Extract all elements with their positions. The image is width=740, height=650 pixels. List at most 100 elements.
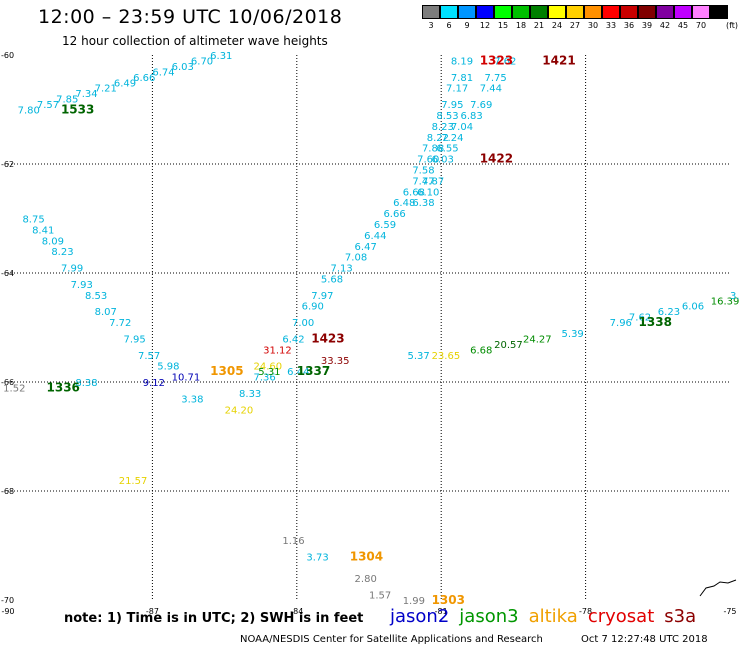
wave-height-label: 7.21 (95, 84, 117, 95)
wave-height-label: 7.00 (292, 318, 314, 329)
wave-height-label: 1.99 (403, 596, 425, 607)
scale-swatch (512, 5, 530, 19)
latitude-tick-label: -68 (1, 487, 14, 496)
wave-height-label: 8.53 (436, 111, 458, 122)
scale-label: 15 (497, 21, 509, 30)
latitude-tick-label: -60 (1, 51, 14, 60)
wave-height-label: 7.62 (494, 56, 516, 67)
scale-label: 45 (677, 21, 689, 30)
wave-height-label: 6.49 (114, 78, 136, 89)
wave-height-label: 6.44 (287, 367, 309, 378)
pass-time-label: 1305 (210, 364, 243, 378)
wave-height-label: 7.47 (412, 176, 434, 187)
wave-height-label: 3.33 (730, 291, 740, 302)
latitude-tick-label: -70 (1, 596, 14, 605)
wave-height-label: 6.06 (682, 302, 704, 313)
longitude-tick-label: -81 (435, 607, 448, 616)
wave-height-label: 6.55 (436, 144, 458, 155)
wave-height-label: 8.75 (22, 215, 44, 226)
wave-height-label: 8.22 (427, 133, 449, 144)
longitude-tick-label: -87 (146, 607, 159, 616)
wave-height-label: 5.98 (157, 362, 179, 373)
longitude-tick-label: -90 (1, 607, 14, 616)
pass-time-label: 1533 (61, 103, 94, 117)
pass-time-label: 1422 (480, 152, 513, 166)
wave-height-label: 7.60 (417, 155, 439, 166)
wave-height-label: 10.71 (172, 373, 201, 384)
wave-height-label: 8.33 (239, 389, 261, 400)
pass-time-label: 1421 (542, 53, 575, 67)
scale-label: 70 (695, 21, 707, 30)
wave-height-label: 6.83 (460, 111, 482, 122)
scale-swatch (710, 5, 728, 19)
wave-height-label: 7.57 (37, 100, 59, 111)
pass-time-label: 1423 (311, 331, 344, 345)
scale-label: 30 (587, 21, 599, 30)
scale-label: 21 (533, 21, 545, 30)
scale-label: 42 (659, 21, 671, 30)
wave-height-label: 23.65 (432, 351, 461, 362)
wave-height-label: 6.48 (393, 198, 415, 209)
wave-height-label: 8.38 (75, 378, 97, 389)
wave-height-label: 7.36 (253, 373, 275, 384)
wave-height-label: 7.95 (124, 334, 146, 345)
scale-unit-label: (ft) (726, 21, 739, 30)
wave-height-label: 7.62 (629, 313, 651, 324)
scale-swatch (458, 5, 476, 19)
scale-label: 12 (479, 21, 491, 30)
wave-height-label: 2.80 (355, 574, 377, 585)
satellite-legend-jason3: jason3 (459, 606, 519, 627)
wave-height-label: 7.04 (451, 122, 473, 133)
pass-time-label: 1338 (639, 315, 672, 329)
wave-height-label: 7.44 (480, 84, 502, 95)
wave-height-label: 7.96 (610, 318, 632, 329)
wave-height-label: 6.42 (282, 334, 304, 345)
scale-label: 39 (641, 21, 653, 30)
wave-height-label: 6.38 (412, 198, 434, 209)
wave-height-label: 7.80 (18, 106, 40, 117)
wave-height-label: 3.38 (181, 394, 203, 405)
footer-credit: NOAA/NESDIS Center for Satellite Applica… (240, 634, 543, 645)
scale-swatch (602, 5, 620, 19)
footer-note: note: 1) Time is in UTC; 2) SWH is in fe… (64, 611, 364, 626)
wave-height-label: 31.12 (263, 345, 292, 356)
wave-height-label: 6.59 (374, 220, 396, 231)
map-title: 12:00 – 23:59 UTC 10/06/2018 (38, 6, 343, 28)
scale-swatch (656, 5, 674, 19)
wave-height-label: 6.66 (133, 73, 155, 84)
wave-height-label: 7.95 (441, 100, 463, 111)
wave-height-label: 6.70 (191, 56, 213, 67)
wave-height-label: 7.34 (75, 89, 97, 100)
scale-label: 6 (446, 21, 452, 30)
wave-height-label: 6.90 (302, 302, 324, 313)
wave-height-label: 5.39 (562, 329, 584, 340)
wave-height-label: 8.53 (85, 291, 107, 302)
scale-swatch (530, 5, 548, 19)
scale-swatch (422, 5, 440, 19)
latitude-tick-label: -62 (1, 160, 14, 169)
wave-height-label: 24.20 (225, 405, 254, 416)
scale-swatch (692, 5, 710, 19)
scale-swatch (566, 5, 584, 19)
pass-time-label: 1304 (350, 549, 383, 563)
wave-height-label: 8.09 (42, 236, 64, 247)
longitude-tick-label: -75 (723, 607, 736, 616)
footer-timestamp: Oct 7 12:27:48 UTC 2018 (581, 634, 708, 645)
scale-label: 27 (569, 21, 581, 30)
satellite-legend-jason2: jason2 (390, 606, 450, 627)
wave-height-label: 1.57 (369, 591, 391, 602)
latitude-tick-label: -66 (1, 378, 14, 387)
wave-height-label: 8.23 (51, 247, 73, 258)
wave-height-label: 33.35 (321, 356, 350, 367)
wave-height-label: 7.13 (330, 264, 352, 275)
pass-time-label: 1323 (480, 53, 513, 67)
coastline (699, 579, 737, 597)
wave-height-label: 5.31 (258, 367, 280, 378)
wave-height-label: 7.57 (138, 351, 160, 362)
wave-height-label: 7.85 (56, 95, 78, 106)
wave-height-label: 7.58 (412, 165, 434, 176)
wave-height-label: 20.57 (494, 340, 523, 351)
wave-height-label: 5.68 (321, 274, 343, 285)
scale-label: 18 (515, 21, 527, 30)
